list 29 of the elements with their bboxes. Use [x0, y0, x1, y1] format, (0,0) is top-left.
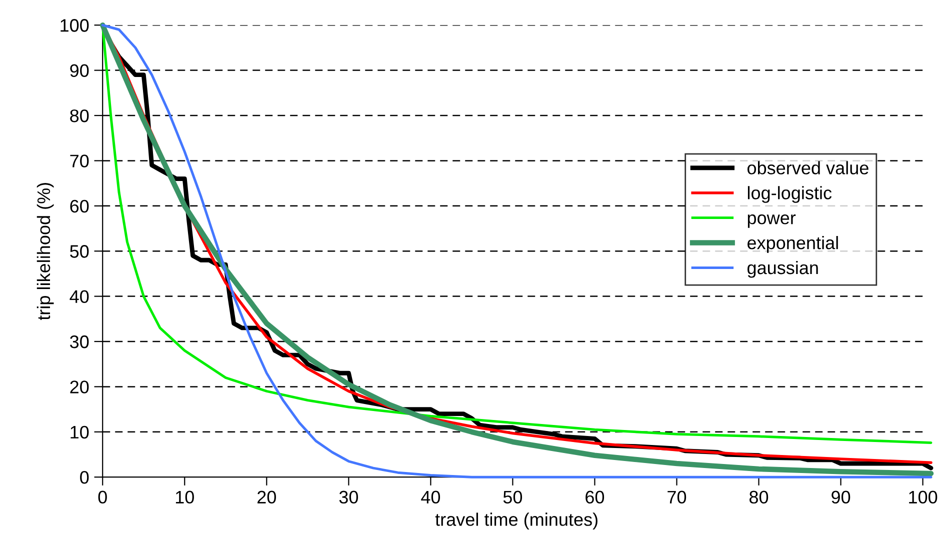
y-tick-label: 70 [70, 154, 89, 168]
y-tick-label: 90 [70, 64, 89, 78]
x-tick-label: 80 [750, 490, 768, 504]
x-axis-title: travel time (minutes) [435, 512, 598, 530]
y-tick-label: 40 [70, 290, 89, 304]
legend-label: gaussian [748, 260, 818, 278]
x-tick-label: 90 [832, 490, 850, 504]
y-axis-title: trip likelihood (%) [36, 182, 54, 320]
y-tick-label: 30 [70, 335, 89, 348]
y-tick-label: 10 [70, 426, 89, 439]
y-tick-label: 80 [70, 109, 89, 122]
y-tick-label: 60 [70, 200, 89, 213]
x-tick-label: 50 [503, 490, 522, 504]
x-tick-label: 10 [176, 490, 194, 504]
legend-label: observed value [748, 161, 868, 174]
x-tick-label: 60 [586, 490, 604, 504]
y-tick-label: 100 [60, 19, 89, 32]
y-tick-label: 20 [70, 380, 89, 394]
x-tick-label: 30 [339, 490, 358, 504]
x-tick-label: 40 [421, 490, 440, 504]
x-tick-label: 70 [668, 490, 686, 504]
x-tick-label: 20 [258, 490, 276, 504]
x-tick-label: 100 [909, 490, 938, 504]
x-tick-label: 0 [98, 490, 107, 504]
y-tick-label: 0 [80, 471, 89, 484]
y-tick-label: 50 [70, 245, 89, 258]
legend-label: power [748, 214, 796, 228]
legend-label: exponential [748, 236, 838, 253]
legend-label: log-logistic [748, 186, 832, 203]
